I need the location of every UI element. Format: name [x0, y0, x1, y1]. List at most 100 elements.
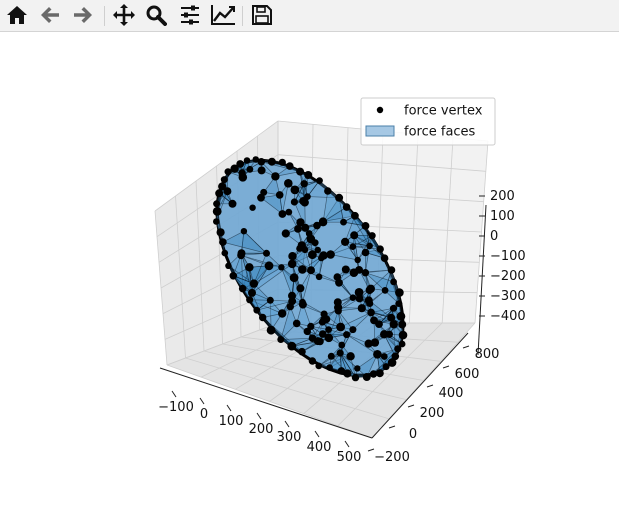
legend-label-force-vertex: force vertex — [404, 104, 483, 119]
force-face — [323, 310, 342, 328]
force-vertex — [249, 279, 259, 288]
y-tick-label: 400 — [439, 386, 464, 401]
force-vertex — [252, 156, 260, 163]
force-vertex — [368, 232, 376, 240]
legend: force vertex force faces — [360, 97, 496, 146]
force-vertex — [343, 331, 351, 339]
x-tick-label: 100 — [219, 414, 244, 429]
force-vertex — [375, 320, 383, 328]
y-tick-mark — [388, 425, 396, 429]
force-vertex — [229, 272, 238, 280]
force-vertex — [334, 307, 342, 315]
forward-button[interactable] — [69, 2, 97, 28]
force-vertex — [266, 325, 276, 335]
force-vertex — [335, 278, 343, 287]
force-vertex — [237, 251, 246, 260]
force-face — [292, 300, 325, 315]
force-vertex — [278, 264, 285, 271]
x-tick-label: 500 — [337, 450, 362, 465]
axis-edges — [159, 204, 487, 439]
force-vertex — [387, 266, 396, 274]
force-vertex — [364, 339, 373, 348]
force-vertex — [340, 218, 347, 226]
force-face — [241, 253, 253, 293]
zoom-button[interactable] — [142, 2, 170, 28]
force-vertex — [288, 291, 296, 300]
toolbar — [0, 0, 619, 32]
force-vertex — [216, 228, 225, 237]
force-vertex — [278, 210, 287, 218]
force-vertex — [316, 177, 323, 185]
x-tick-mark — [344, 440, 350, 448]
force-vertex — [380, 254, 389, 262]
force-vertex — [225, 262, 232, 269]
force-vertex — [246, 296, 254, 304]
force-vertex — [253, 306, 261, 314]
force-vertex — [264, 261, 274, 271]
legend-label-force-faces: force faces — [404, 125, 476, 140]
force-face — [260, 194, 283, 215]
axes-button[interactable] — [209, 2, 237, 28]
force-vertex — [260, 188, 268, 196]
force-vertex — [278, 309, 287, 318]
force-vertex — [319, 330, 327, 338]
force-vertex — [218, 182, 227, 191]
force-vertex — [357, 304, 366, 313]
force-vertex — [394, 345, 402, 353]
x-tick-label: 400 — [307, 440, 332, 455]
force-vertex — [289, 273, 299, 283]
y-tick-label: 800 — [475, 347, 500, 362]
z-tick-label: −300 — [490, 289, 526, 304]
force-face — [310, 269, 340, 284]
subplots-button[interactable] — [176, 2, 204, 28]
force-vertex — [300, 198, 309, 207]
force-vertex — [389, 320, 398, 329]
pan-button[interactable] — [110, 2, 138, 28]
x-tick-mark — [314, 430, 320, 438]
force-vertex — [343, 369, 352, 378]
force-vertex — [257, 158, 266, 166]
force-face — [263, 175, 281, 196]
force-vertex — [325, 326, 332, 333]
force-vertex — [366, 242, 373, 250]
force-vertex — [243, 157, 251, 164]
z-tick-label: −400 — [490, 309, 526, 324]
force-vertex — [306, 234, 316, 244]
force-vertex — [296, 167, 305, 176]
force-vertex — [224, 168, 232, 176]
force-vertex — [259, 313, 267, 322]
force-face — [221, 230, 268, 254]
force-vertex — [308, 357, 317, 365]
force-vertex — [300, 180, 308, 188]
plot-canvas[interactable]: −100 0 100 200 300 400 500 −200 0 200 400 600 800 −40… — [0, 33, 619, 508]
force-vertex — [390, 278, 397, 286]
x-tick-mark — [226, 404, 232, 412]
force-vertex — [367, 308, 375, 317]
force-vertex — [324, 187, 332, 195]
force-vertex — [326, 250, 335, 259]
force-vertex — [307, 322, 315, 330]
x-tick-mark — [256, 412, 262, 420]
force-face — [240, 254, 282, 268]
save-button[interactable] — [248, 2, 276, 28]
force-face — [280, 305, 298, 340]
force-face — [346, 334, 378, 355]
force-vertex — [292, 319, 301, 328]
x-tick-mark — [171, 390, 177, 398]
force-vertex — [315, 362, 323, 370]
force-vertex — [213, 218, 220, 225]
force-vertex — [219, 238, 227, 246]
force-face — [339, 352, 357, 379]
force-vertex — [230, 164, 239, 173]
force-vertex — [296, 245, 303, 252]
force-vertex — [342, 203, 351, 211]
home-button[interactable] — [3, 2, 31, 28]
force-vertex — [221, 249, 229, 257]
force-vertex — [398, 340, 406, 348]
force-vertex — [284, 179, 293, 188]
x-tick-mark — [199, 397, 205, 405]
force-vertex — [304, 171, 313, 179]
force-vertex — [369, 370, 378, 378]
back-button[interactable] — [36, 2, 64, 28]
